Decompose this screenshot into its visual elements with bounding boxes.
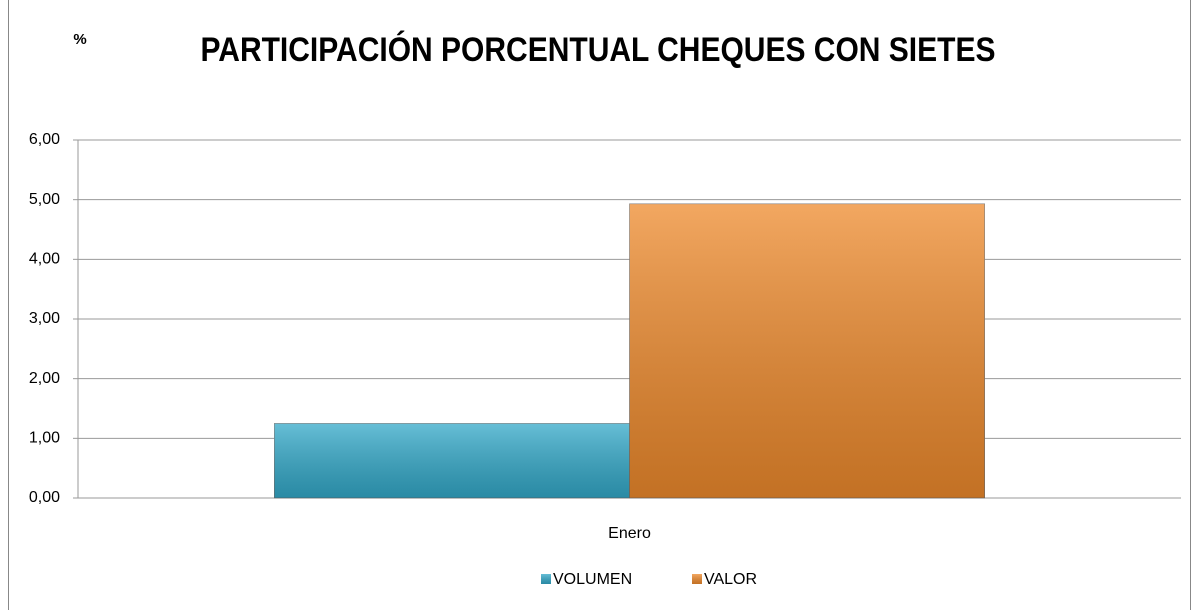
- bar-shade: [629, 203, 985, 499]
- y-tick-label: 2,00: [29, 370, 60, 387]
- y-tick-label: 6,00: [29, 131, 60, 148]
- chart-frame: [8, 0, 1191, 610]
- chart-title: PARTICIPACIÓN PORCENTUAL CHEQUES CON SIE…: [201, 31, 996, 69]
- legend-swatch-shade: [692, 574, 702, 584]
- y-tick-label: 1,00: [29, 430, 60, 447]
- y-tick-label: 5,00: [29, 191, 60, 208]
- legend-label: VOLUMEN: [553, 571, 632, 588]
- y-axis-label: %: [73, 31, 86, 48]
- legend-label: VALOR: [704, 571, 757, 588]
- y-tick-label: 0,00: [29, 489, 60, 506]
- x-tick-label: Enero: [608, 525, 651, 542]
- bar-shade: [274, 423, 630, 498]
- y-tick-label: 3,00: [29, 310, 60, 327]
- legend-swatch-shade: [541, 574, 551, 584]
- y-tick-label: 4,00: [29, 251, 60, 268]
